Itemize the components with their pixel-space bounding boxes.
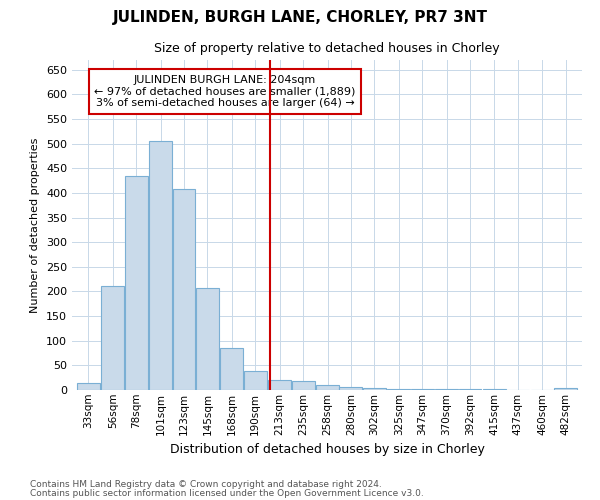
Bar (220, 348, 243, 390)
Title: Size of property relative to detached houses in Chorley: Size of property relative to detached ho… (154, 42, 500, 54)
Text: Contains public sector information licensed under the Open Government Licence v3: Contains public sector information licen… (30, 488, 424, 498)
Bar (196, 288, 219, 390)
Bar (149, 142, 172, 390)
Bar (316, 385, 339, 390)
Bar (268, 380, 291, 390)
Text: JULINDEN, BURGH LANE, CHORLEY, PR7 3NT: JULINDEN, BURGH LANE, CHORLEY, PR7 3NT (113, 10, 487, 25)
Bar (292, 381, 314, 390)
Bar (173, 189, 196, 390)
Bar (101, 286, 124, 390)
Bar (458, 388, 481, 390)
Bar (244, 372, 266, 390)
Bar (554, 388, 577, 390)
Bar (388, 388, 410, 390)
Bar (435, 388, 458, 390)
Bar (411, 388, 434, 390)
Bar (483, 388, 506, 390)
Text: JULINDEN BURGH LANE: 204sqm
← 97% of detached houses are smaller (1,889)
3% of s: JULINDEN BURGH LANE: 204sqm ← 97% of det… (94, 75, 356, 108)
Bar (363, 388, 386, 390)
Bar (125, 176, 148, 390)
Text: Contains HM Land Registry data © Crown copyright and database right 2024.: Contains HM Land Registry data © Crown c… (30, 480, 382, 489)
Bar (340, 387, 362, 390)
Bar (77, 382, 100, 390)
Y-axis label: Number of detached properties: Number of detached properties (31, 138, 40, 312)
X-axis label: Distribution of detached houses by size in Chorley: Distribution of detached houses by size … (170, 443, 484, 456)
